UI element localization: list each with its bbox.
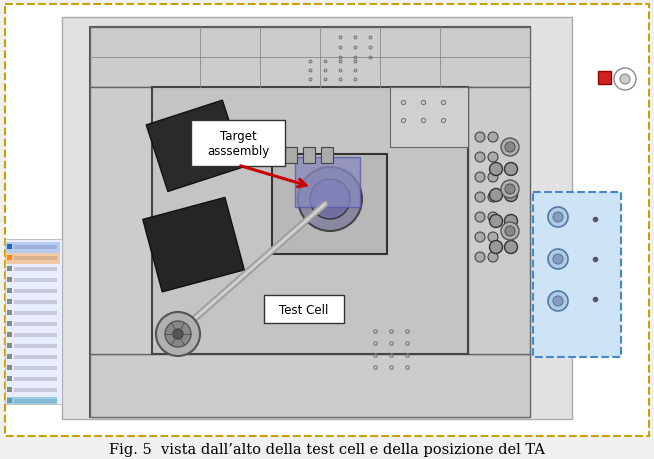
Bar bbox=[7, 266, 12, 271]
Bar bbox=[90, 28, 530, 88]
Bar bbox=[598, 72, 611, 85]
Circle shape bbox=[553, 297, 563, 306]
Bar bbox=[7, 387, 12, 392]
Bar bbox=[7, 365, 12, 370]
Circle shape bbox=[489, 163, 502, 176]
Circle shape bbox=[504, 215, 517, 228]
Circle shape bbox=[489, 241, 502, 254]
Text: Test Cell: Test Cell bbox=[279, 303, 329, 316]
Circle shape bbox=[501, 223, 519, 241]
Bar bbox=[7, 299, 12, 304]
Circle shape bbox=[489, 215, 502, 228]
Bar bbox=[7, 376, 12, 381]
Circle shape bbox=[475, 193, 485, 202]
Bar bbox=[7, 277, 12, 282]
Circle shape bbox=[488, 193, 498, 202]
Bar bbox=[152, 88, 468, 354]
Bar bbox=[14, 366, 57, 369]
Bar bbox=[14, 257, 57, 260]
Circle shape bbox=[489, 189, 502, 202]
Bar bbox=[6, 242, 60, 253]
Bar bbox=[14, 289, 57, 293]
Circle shape bbox=[488, 153, 498, 162]
Circle shape bbox=[475, 252, 485, 263]
Circle shape bbox=[298, 168, 362, 231]
Bar bbox=[90, 354, 530, 417]
Bar bbox=[143, 198, 245, 292]
Circle shape bbox=[505, 143, 515, 153]
Bar bbox=[7, 398, 12, 403]
Circle shape bbox=[488, 233, 498, 242]
Bar bbox=[14, 399, 57, 403]
Bar bbox=[62, 18, 572, 419]
Circle shape bbox=[504, 189, 517, 202]
Circle shape bbox=[488, 213, 498, 223]
Bar bbox=[7, 354, 12, 359]
Bar bbox=[7, 245, 12, 249]
Bar bbox=[7, 397, 57, 404]
Bar bbox=[14, 311, 57, 315]
Bar bbox=[14, 355, 57, 359]
Circle shape bbox=[475, 133, 485, 143]
Bar bbox=[90, 88, 152, 354]
Bar bbox=[7, 288, 12, 293]
FancyBboxPatch shape bbox=[264, 295, 344, 323]
Circle shape bbox=[505, 226, 515, 236]
Bar bbox=[14, 388, 57, 392]
Circle shape bbox=[156, 312, 200, 356]
Bar bbox=[7, 310, 12, 315]
Bar bbox=[303, 148, 315, 164]
Circle shape bbox=[165, 321, 191, 347]
Bar bbox=[390, 88, 468, 148]
Circle shape bbox=[548, 249, 568, 269]
Bar bbox=[14, 246, 57, 249]
Circle shape bbox=[488, 252, 498, 263]
Circle shape bbox=[488, 133, 498, 143]
FancyBboxPatch shape bbox=[191, 121, 285, 167]
Bar bbox=[7, 256, 12, 260]
Bar bbox=[6, 253, 60, 264]
Circle shape bbox=[504, 163, 517, 176]
Bar bbox=[321, 148, 333, 164]
Bar bbox=[7, 343, 12, 348]
Bar bbox=[5, 240, 62, 404]
Circle shape bbox=[173, 329, 183, 339]
Circle shape bbox=[501, 180, 519, 199]
Bar bbox=[272, 155, 387, 254]
Text: Target
asssembly: Target asssembly bbox=[207, 130, 269, 157]
Bar bbox=[146, 101, 244, 192]
Circle shape bbox=[548, 207, 568, 228]
Circle shape bbox=[475, 153, 485, 162]
Bar bbox=[285, 148, 297, 164]
Bar bbox=[295, 157, 360, 207]
Circle shape bbox=[505, 185, 515, 195]
Bar bbox=[7, 321, 12, 326]
Circle shape bbox=[553, 254, 563, 264]
Bar bbox=[7, 332, 12, 337]
Bar bbox=[14, 322, 57, 326]
Circle shape bbox=[548, 291, 568, 311]
Circle shape bbox=[501, 139, 519, 157]
Bar bbox=[14, 333, 57, 337]
Bar bbox=[14, 344, 57, 348]
Circle shape bbox=[310, 179, 350, 219]
Bar bbox=[14, 279, 57, 282]
Bar bbox=[14, 377, 57, 381]
Bar bbox=[90, 28, 530, 417]
Circle shape bbox=[620, 75, 630, 85]
Circle shape bbox=[504, 241, 517, 254]
Bar bbox=[468, 88, 530, 354]
Bar bbox=[14, 268, 57, 271]
Circle shape bbox=[553, 213, 563, 223]
Circle shape bbox=[488, 173, 498, 183]
Circle shape bbox=[475, 173, 485, 183]
Bar bbox=[533, 193, 621, 357]
Bar bbox=[14, 300, 57, 304]
Text: Fig. 5  vista dall’alto della test cell e della posizione del TA: Fig. 5 vista dall’alto della test cell e… bbox=[109, 442, 545, 456]
Circle shape bbox=[475, 213, 485, 223]
Circle shape bbox=[475, 233, 485, 242]
